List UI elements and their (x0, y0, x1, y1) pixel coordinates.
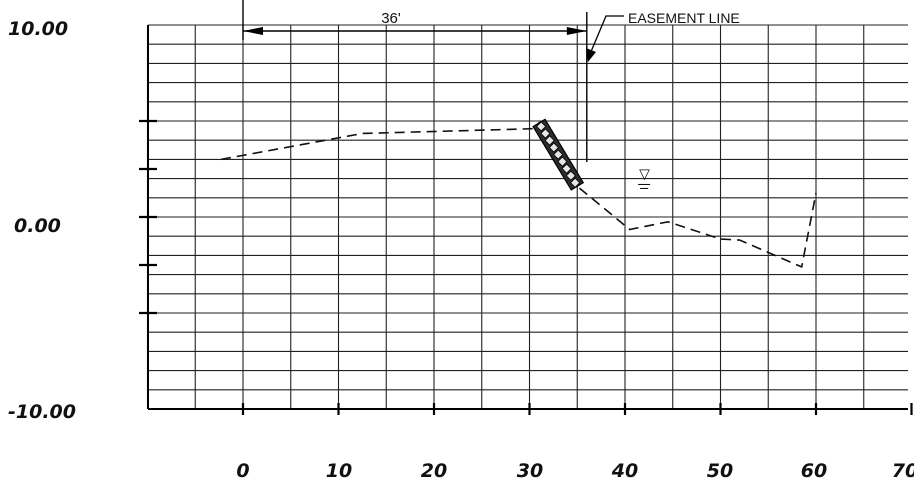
riprap-stone (540, 128, 551, 139)
riprap-stone (570, 177, 581, 188)
riprap-block (532, 118, 585, 191)
x-tick-label: 10 (326, 460, 352, 482)
dimension-arrow-right (566, 27, 587, 35)
y-tick-label: 10.00 (8, 18, 68, 40)
x-tick-label: 60 (801, 460, 827, 482)
riprap-stone (561, 163, 572, 174)
easement-label: EASEMENT LINE (628, 10, 740, 26)
x-tick-label: 30 (517, 460, 543, 482)
plot-grid (146, 24, 908, 410)
riprap-stone (565, 170, 576, 181)
riprap-stone (557, 156, 568, 167)
riprap-stone (553, 149, 564, 160)
easement-leader-arrow (586, 48, 596, 62)
riprap-stone (536, 121, 547, 132)
x-tick-label: 40 (611, 460, 638, 482)
dimension-label: 36' (381, 10, 401, 27)
easement-leader (589, 15, 624, 55)
x-tick-label: 20 (421, 460, 447, 482)
easement-line (586, 12, 624, 162)
ground-profile (220, 121, 817, 269)
x-tick-label: 0 (236, 460, 249, 482)
axes (139, 25, 913, 415)
dimension-arrow-left (243, 27, 263, 35)
dimension-line (242, 0, 587, 40)
riprap-stone (544, 135, 555, 146)
water-level-symbol: ▽ (639, 165, 650, 181)
x-tick-label: 70 (892, 460, 914, 482)
y-tick-label: 0.00 (14, 215, 61, 237)
riprap-stone (548, 142, 559, 153)
profile-line (220, 121, 817, 269)
x-tick-label: 50 (707, 460, 733, 482)
y-tick-label: -10.00 (8, 401, 76, 423)
